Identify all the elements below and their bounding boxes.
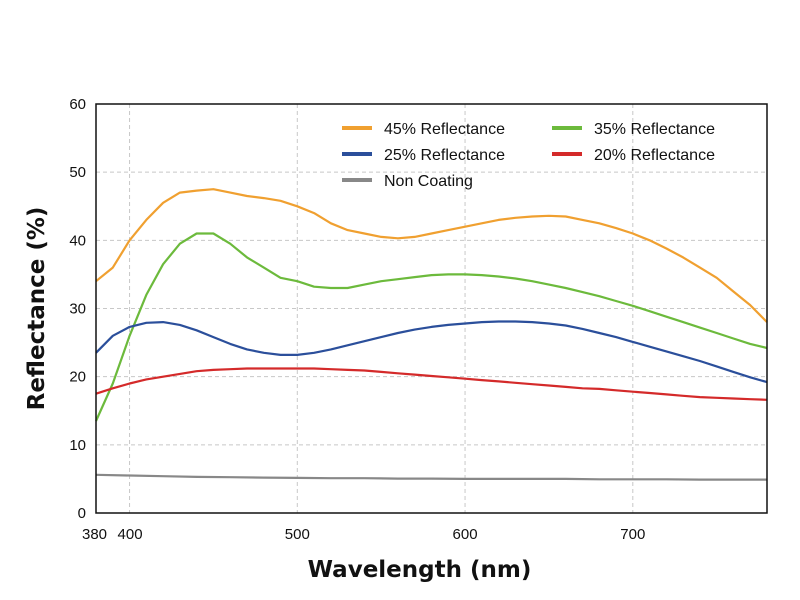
- y-tick-label: 20: [69, 369, 86, 386]
- x-tick-label: 400: [118, 526, 143, 543]
- legend-label: 45% Reflectance: [384, 121, 505, 138]
- series-line-25-reflectance: [95, 320, 768, 384]
- y-tick-label: 50: [69, 164, 86, 181]
- plot-frame: [95, 103, 768, 514]
- series-line-non-coating: [95, 473, 767, 481]
- tick-labels: 0 10 20 30 40 50 60 380 400 500 600 700: [69, 96, 645, 543]
- series-line-45-reflectance: [95, 188, 768, 323]
- y-tick-label: 10: [69, 437, 86, 454]
- x-tick-label: 600: [453, 526, 478, 543]
- legend-label: 25% Reflectance: [384, 147, 505, 164]
- y-axis-title: Reflectance (%): [24, 207, 50, 411]
- legend-label: Non Coating: [384, 173, 473, 190]
- legend-label: 35% Reflectance: [594, 121, 715, 138]
- series-line-35-reflectance: [94, 232, 768, 422]
- x-tick-label: 380: [82, 526, 107, 543]
- x-tick-label: 500: [285, 526, 310, 543]
- y-tick-label: 60: [69, 96, 86, 113]
- y-tick-label: 30: [69, 301, 86, 318]
- y-tick-label: 0: [78, 505, 86, 522]
- legend-label: 20% Reflectance: [594, 147, 715, 164]
- legend: 45% Reflectance 35% Reflectance 25% Reflec…: [342, 121, 715, 190]
- grid: [96, 104, 767, 513]
- series-line-20-reflectance: [95, 367, 768, 401]
- x-axis-title: Wavelength (nm): [308, 557, 532, 583]
- x-tick-label: 700: [620, 526, 645, 543]
- y-tick-label: 40: [69, 232, 86, 249]
- series-lines: [94, 188, 768, 481]
